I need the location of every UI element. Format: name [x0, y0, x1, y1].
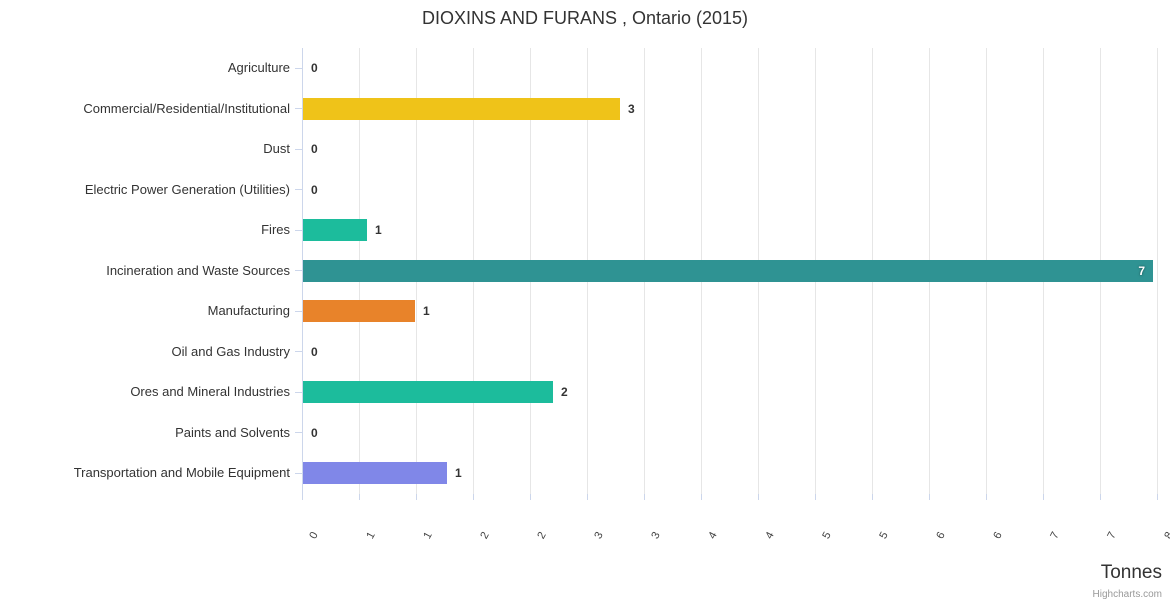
x-tick-label: 5 [820, 530, 834, 542]
category-tick [295, 148, 302, 150]
category-tick [295, 270, 302, 272]
category-axis-line [302, 48, 303, 494]
x-axis-tick [815, 493, 816, 500]
category-tick [295, 351, 302, 353]
value-label: 1 [455, 466, 462, 481]
x-tick-label: 6 [991, 530, 1005, 542]
value-label: 1 [375, 223, 382, 238]
x-axis-tick [1100, 493, 1101, 500]
x-axis-tick [1157, 493, 1158, 500]
x-tick-label: 3 [592, 530, 606, 542]
x-tick-label: 6 [934, 530, 948, 542]
x-tick-label: 1 [421, 530, 435, 542]
x-tick-label: 2 [478, 530, 492, 542]
bar[interactable] [303, 259, 1153, 282]
bar[interactable] [303, 219, 367, 242]
value-label: 3 [628, 101, 635, 116]
x-axis-tick [986, 493, 987, 500]
x-tick-label: 8 [1162, 530, 1170, 542]
value-label: 2 [561, 385, 568, 400]
category-label: Oil and Gas Industry [171, 343, 291, 359]
bar[interactable] [303, 381, 553, 404]
highcharts-credit[interactable]: Highcharts.com [1092, 589, 1162, 600]
x-axis-tick [872, 493, 873, 500]
bar[interactable] [303, 300, 415, 323]
category-label: Transportation and Mobile Equipment [73, 465, 290, 481]
value-label: 0 [311, 182, 318, 197]
value-label: 0 [311, 61, 318, 76]
x-axis-tick [1043, 493, 1044, 500]
x-tick-label: 2 [535, 530, 549, 542]
category-label: Manufacturing [207, 303, 290, 319]
category-tick [295, 229, 302, 231]
category-label: Incineration and Waste Sources [106, 262, 290, 278]
category-tick [295, 310, 302, 312]
category-tick [295, 108, 302, 110]
x-tick-label: 7 [1105, 530, 1119, 542]
x-axis-title: Tonnes [1100, 562, 1162, 583]
x-axis-tick [473, 493, 474, 500]
category-tick [295, 432, 302, 434]
chart-title: DIOXINS AND FURANS , Ontario (2015) [421, 8, 749, 28]
x-tick-label: 7 [1048, 530, 1062, 542]
grid-line [1157, 48, 1158, 494]
x-tick-label: 5 [877, 530, 891, 542]
x-axis-tick [758, 493, 759, 500]
value-label: 7 [1138, 263, 1145, 278]
x-axis-tick [530, 493, 531, 500]
x-axis-tick [644, 493, 645, 500]
category-label: Fires [261, 222, 290, 238]
category-label: Electric Power Generation (Utilities) [84, 181, 290, 197]
value-label: 0 [311, 142, 318, 157]
category-label: Agriculture [227, 60, 290, 76]
x-axis-tick [929, 493, 930, 500]
category-label: Dust [263, 141, 290, 157]
value-label: 1 [423, 304, 430, 319]
value-label: 0 [311, 344, 318, 359]
x-axis-tick [587, 493, 588, 500]
x-axis-tick [701, 493, 702, 500]
category-tick [295, 189, 302, 191]
category-label: Commercial/Residential/Institutional [83, 100, 290, 116]
x-axis-tick [416, 493, 417, 500]
x-axis-tick [302, 493, 303, 500]
bar[interactable] [303, 97, 620, 120]
x-tick-label: 3 [649, 530, 663, 542]
category-label: Paints and Solvents [175, 424, 290, 440]
x-tick-label: 4 [763, 530, 777, 542]
x-tick-label: 4 [706, 530, 720, 542]
x-tick-label: 1 [364, 530, 378, 542]
bar[interactable] [303, 462, 447, 485]
category-tick [295, 67, 302, 69]
category-tick [295, 472, 302, 474]
value-label: 0 [311, 425, 318, 440]
x-axis-tick [359, 493, 360, 500]
x-tick-label: 0 [307, 530, 321, 542]
category-tick [295, 391, 302, 393]
category-label: Ores and Mineral Industries [130, 384, 290, 400]
